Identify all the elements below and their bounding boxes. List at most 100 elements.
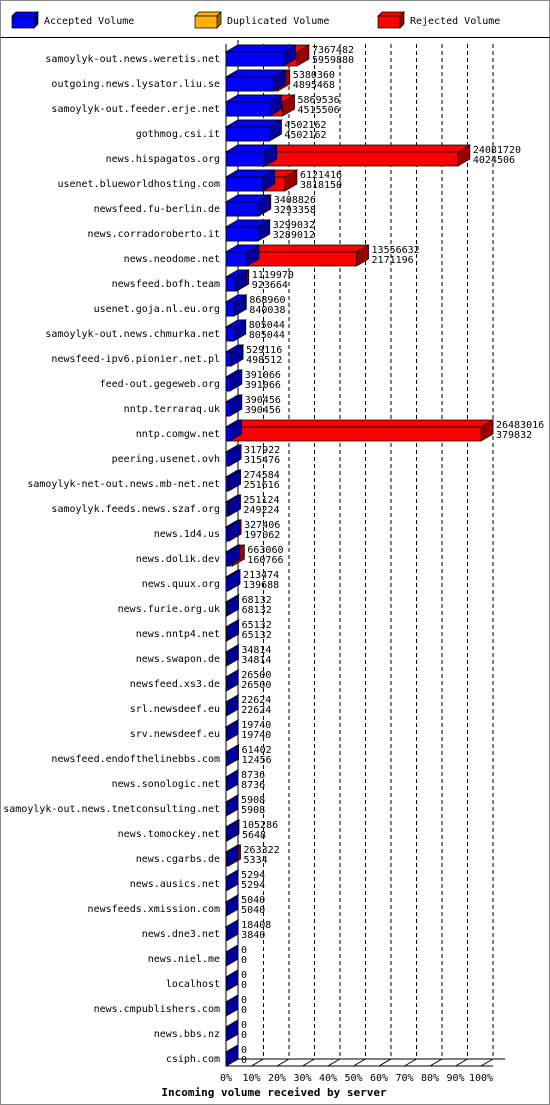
value-label: 391066 [245, 380, 281, 391]
value-label: 19740 [241, 730, 271, 741]
bar [224, 269, 249, 292]
y-tick-label: peering.usenet.ovh [112, 454, 220, 465]
y-tick-label: newsfeed.xs3.de [130, 679, 220, 690]
value-label: 68132 [242, 595, 272, 606]
value-label: 0 [241, 980, 247, 991]
bar [224, 694, 240, 717]
value-label: 160766 [247, 555, 283, 566]
bar [224, 719, 240, 742]
y-tick-label: samoylyk-out.news.weretis.net [45, 54, 220, 65]
tick-mark [251, 1058, 264, 1067]
value-label: 5040 [241, 895, 265, 906]
bar [224, 569, 241, 592]
value-label: 315476 [244, 455, 280, 466]
tick-mark [455, 1058, 468, 1067]
value-label: 0 [241, 1020, 247, 1031]
value-label: 3293358 [274, 205, 316, 216]
value-label: 13556632 [372, 245, 420, 256]
bar [224, 544, 241, 567]
value-label: 0 [241, 1005, 247, 1016]
value-label: 18408 [241, 920, 271, 931]
y-tick-label: news.dne3.net [142, 929, 220, 940]
y-tick-label: news.sonologic.net [112, 779, 220, 790]
bar [224, 519, 242, 542]
bar [224, 444, 243, 467]
value-label: 68132 [242, 605, 272, 616]
tick-mark [378, 1058, 392, 1067]
value-label: 6121416 [300, 170, 342, 181]
tick-mark [429, 1058, 443, 1067]
value-label: 5294 [241, 870, 265, 881]
y-tick-label: news.1d4.us [154, 529, 220, 540]
tick-mark [353, 1058, 366, 1067]
y-tick-label: news.corradoroberto.it [88, 229, 220, 240]
legend-label: Rejected Volume [410, 16, 500, 27]
y-tick-label: usenet.goja.nl.eu.org [94, 304, 220, 315]
legend-swatch [11, 11, 39, 29]
y-tick-label: usenet.blueworldhosting.com [57, 179, 220, 190]
y-tick-label: news.niel.me [148, 954, 220, 965]
y-tick-label: news.swapon.de [136, 654, 220, 665]
bar [224, 294, 248, 317]
value-label: 805044 [249, 330, 285, 341]
value-label: 8736 [241, 770, 265, 781]
bar [224, 819, 240, 842]
tick-mark [404, 1058, 417, 1067]
value-label: 22624 [241, 695, 271, 706]
bar [224, 644, 240, 667]
y-tick-label: outgoing.news.lysator.liu.se [51, 79, 220, 90]
value-label: 61402 [242, 745, 272, 756]
value-label: 5294 [241, 880, 265, 891]
value-label: 251124 [243, 495, 279, 506]
y-tick-label: srv.newsdeef.eu [130, 729, 220, 740]
value-label: 390456 [245, 395, 281, 406]
x-tick-label: 60% [370, 1073, 388, 1084]
y-tick-label: localhost [166, 979, 220, 990]
value-label: 1119970 [252, 270, 294, 281]
y-tick-label: newsfeed.fu-berlin.de [94, 204, 220, 215]
bar [225, 1019, 239, 1042]
value-label: 498512 [246, 355, 282, 366]
value-label: 22624 [241, 705, 271, 716]
value-label: 24081720 [473, 145, 521, 156]
bar [224, 744, 240, 767]
value-label: 263322 [244, 845, 280, 856]
value-label: 0 [241, 995, 247, 1006]
bar [224, 919, 240, 942]
value-label: 379832 [496, 430, 532, 441]
y-tick-label: news.ausics.net [130, 879, 220, 890]
value-label: 0 [241, 955, 247, 966]
x-tick-label: 80% [421, 1073, 439, 1084]
y-tick-label: news.hispagatos.org [106, 154, 220, 165]
value-label: 868960 [249, 295, 285, 306]
value-label: 5648 [242, 830, 266, 841]
y-tick-label: news.cgarbs.de [136, 854, 220, 865]
value-label: 139688 [243, 580, 279, 591]
bar [225, 994, 239, 1017]
bar [225, 1044, 239, 1067]
legend-label: Duplicated Volume [227, 16, 329, 27]
y-tick-label: newsfeed-ipv6.pionier.net.pl [51, 354, 220, 365]
y-tick-label: news.furie.org.uk [118, 604, 220, 615]
value-label: 7367482 [312, 45, 354, 56]
value-label: 26483016 [496, 420, 544, 431]
value-label: 26500 [241, 670, 271, 681]
tick-mark [480, 1058, 494, 1067]
tick-mark [302, 1058, 315, 1067]
bar [225, 969, 239, 992]
value-label: 251616 [244, 480, 280, 491]
bar [224, 69, 287, 92]
bar [224, 419, 495, 442]
tick-mark [327, 1058, 341, 1067]
value-label: 390456 [245, 405, 281, 416]
value-label: 663060 [247, 545, 283, 556]
value-label: 805044 [249, 320, 285, 331]
value-label: 4502162 [284, 120, 326, 131]
value-label: 391066 [245, 370, 281, 381]
value-label: 0 [241, 945, 247, 956]
value-label: 3299032 [273, 220, 315, 231]
y-tick-label: samoylyk-out.news.tnetconsulting.net [3, 804, 220, 815]
value-label: 923664 [252, 280, 288, 291]
value-label: 4895468 [293, 80, 335, 91]
value-label: 0 [241, 1030, 247, 1041]
